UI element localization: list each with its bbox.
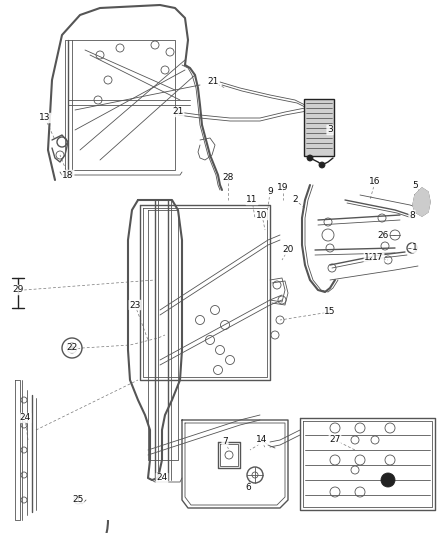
Text: 9: 9: [267, 188, 273, 197]
Polygon shape: [413, 188, 430, 216]
Text: 1: 1: [412, 244, 418, 253]
Text: 8: 8: [409, 211, 415, 220]
Text: 14: 14: [256, 435, 268, 445]
Text: 28: 28: [223, 174, 234, 182]
Circle shape: [319, 162, 325, 168]
Text: 16: 16: [369, 177, 381, 187]
Text: 7: 7: [222, 438, 228, 447]
Text: 6: 6: [245, 483, 251, 492]
Text: 10: 10: [256, 211, 268, 220]
Text: 27: 27: [329, 435, 341, 445]
Circle shape: [70, 346, 74, 350]
Text: 29: 29: [12, 286, 24, 295]
Circle shape: [381, 473, 395, 487]
Text: 22: 22: [67, 343, 78, 352]
Text: 20: 20: [283, 246, 294, 254]
FancyBboxPatch shape: [304, 99, 334, 156]
Text: 2: 2: [292, 196, 298, 205]
Text: 13: 13: [39, 114, 51, 123]
Text: 18: 18: [62, 171, 74, 180]
Text: 15: 15: [324, 308, 336, 317]
Text: 24: 24: [156, 473, 168, 482]
Text: 12: 12: [364, 254, 376, 262]
Text: 5: 5: [412, 181, 418, 190]
Text: 17: 17: [372, 254, 384, 262]
Text: 21: 21: [207, 77, 219, 86]
Text: 11: 11: [246, 196, 258, 205]
Text: 23: 23: [129, 301, 141, 310]
Text: 3: 3: [327, 125, 333, 134]
Text: 19: 19: [277, 183, 289, 192]
Text: 26: 26: [377, 230, 389, 239]
Text: 24: 24: [19, 414, 31, 423]
Circle shape: [307, 155, 313, 161]
Text: 21: 21: [172, 108, 184, 117]
Text: 25: 25: [72, 496, 84, 505]
